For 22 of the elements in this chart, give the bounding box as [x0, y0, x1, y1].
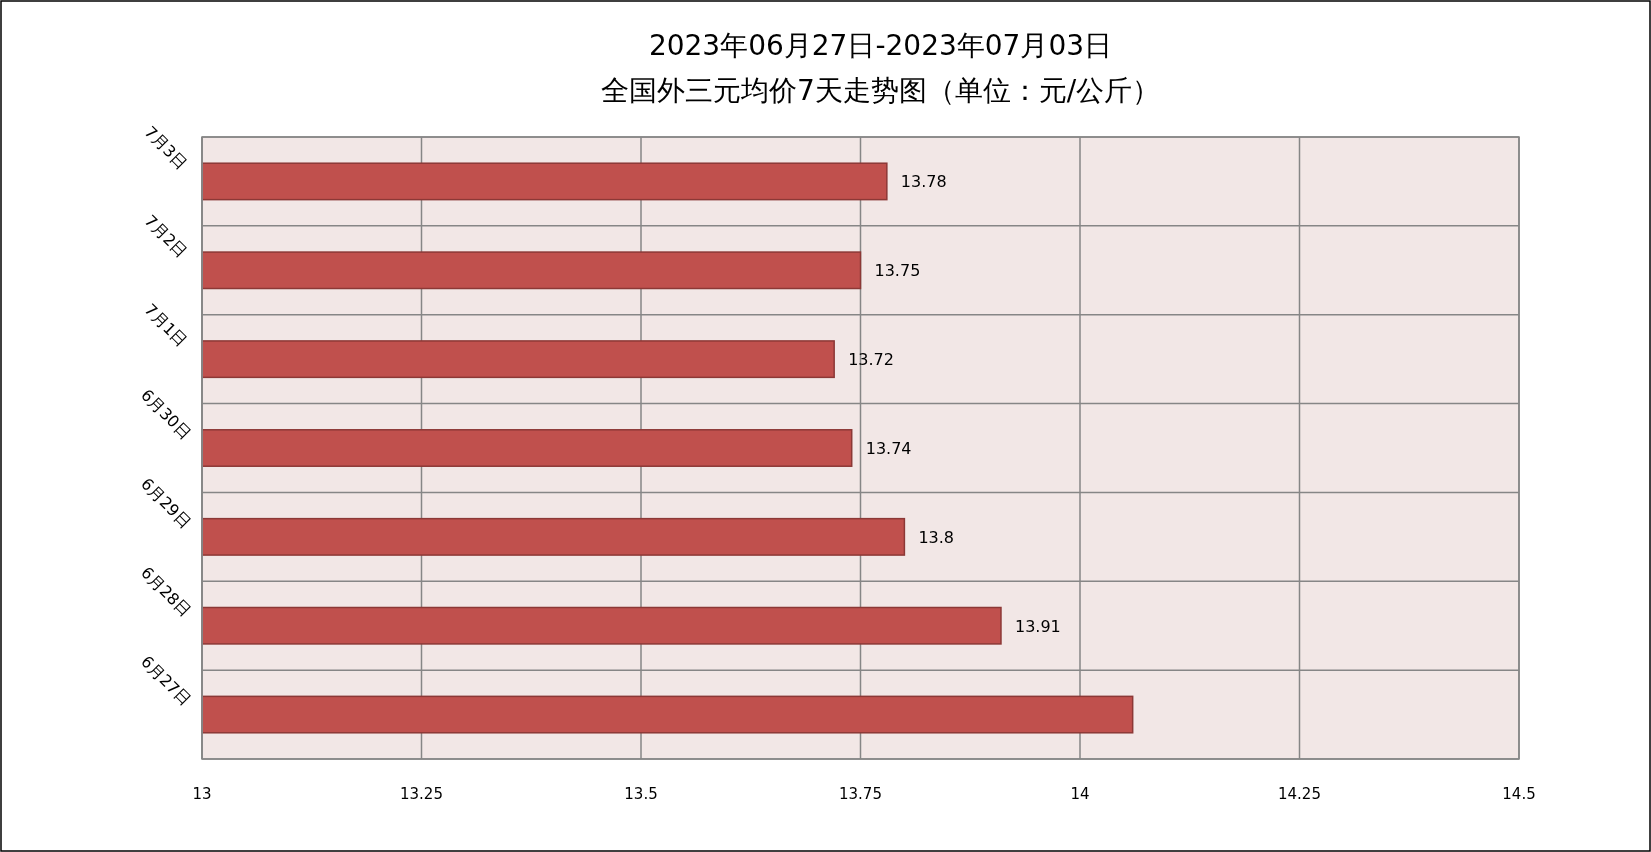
y-tick-label: 7月2日 [140, 211, 192, 262]
x-tick-label: 13 [192, 785, 212, 803]
data-label: 13.74 [865, 439, 912, 458]
x-tick-label: 14.5 [1502, 785, 1536, 803]
y-tick-label: 6月30日 [137, 385, 195, 443]
data-label: 13.78 [900, 172, 947, 192]
y-tick-label: 6月28日 [137, 562, 195, 621]
x-tick-label: 13.5 [624, 785, 658, 803]
x-tick-label: 13.75 [839, 785, 882, 803]
data-label: 13.72 [848, 350, 894, 370]
y-tick-label: 6月29日 [137, 474, 195, 532]
x-tick-label: 14 [1070, 785, 1090, 803]
data-label: 13.8 [918, 527, 955, 547]
chart-title: 2023年06月27日-2023年07月03日 [648, 29, 1113, 62]
x-tick-label: 14.25 [1278, 785, 1321, 803]
chart-subtitle: 全国外三元均价7天走势图（单位：元/公斤） [600, 74, 1161, 107]
data-label: 13.91 [1014, 616, 1061, 636]
y-tick-label: 7月1日 [140, 300, 192, 351]
x-tick-label: 13.25 [400, 785, 443, 803]
y-tick-label: 7月3日 [140, 122, 192, 173]
data-label: 13.75 [874, 261, 921, 281]
y-tick-label: 6月27日 [137, 651, 195, 710]
